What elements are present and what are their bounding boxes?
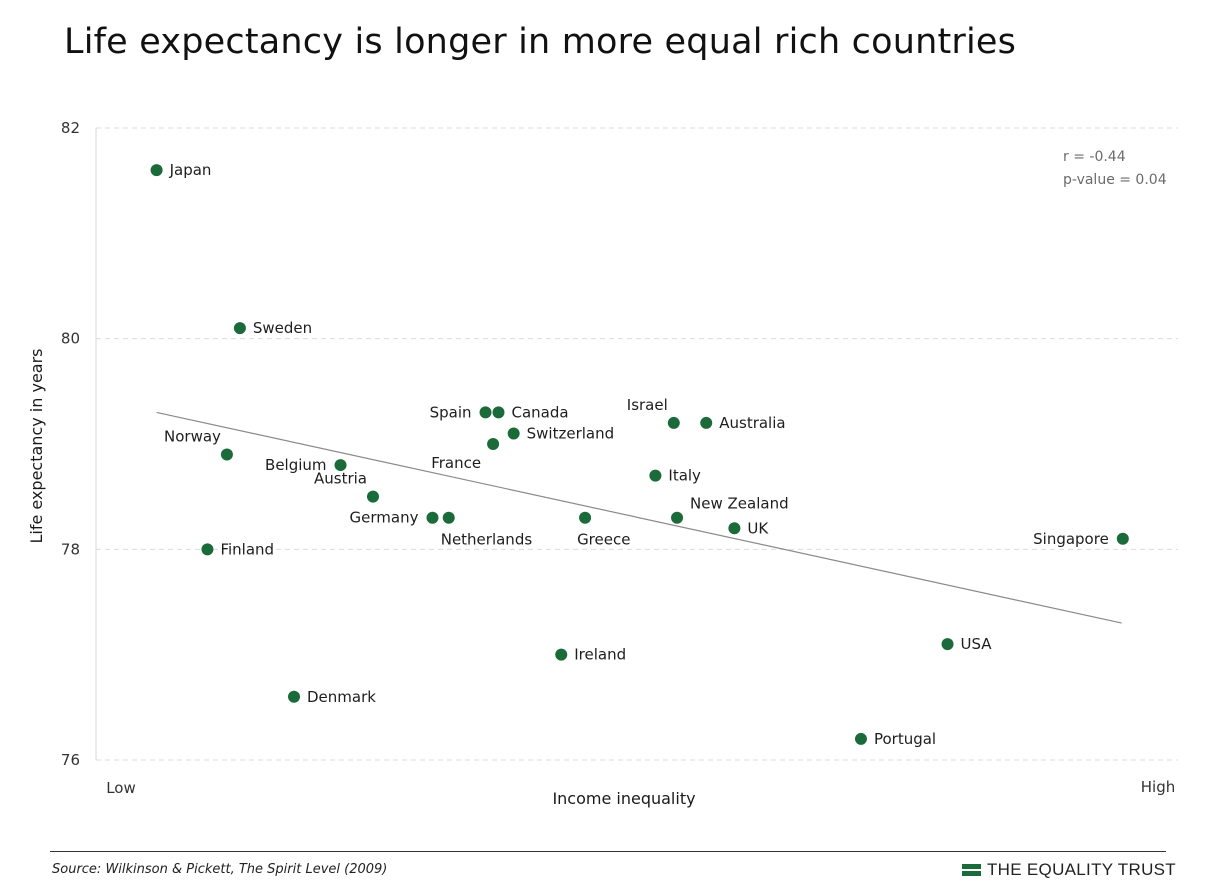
data-points: JapanSwedenNorwayFinlandDenmarkBelgiumAu… <box>150 161 1129 748</box>
y-axis-ticks: 76 78 80 82 <box>61 119 80 769</box>
label-denmark: Denmark <box>307 688 376 706</box>
y-tick-80: 80 <box>61 330 80 348</box>
label-spain: Spain <box>430 403 472 421</box>
label-belgium: Belgium <box>265 456 327 474</box>
chart-title: Life expectancy is longer in more equal … <box>64 22 1017 62</box>
x-axis-high-label: High <box>1141 778 1175 796</box>
footer-divider <box>50 851 1166 852</box>
point-finland <box>201 543 214 556</box>
point-australia <box>700 416 713 429</box>
label-uk: UK <box>747 519 769 537</box>
label-new-zealand: New Zealand <box>690 495 789 513</box>
label-greece: Greece <box>577 531 630 549</box>
gridlines <box>96 127 1178 761</box>
source-note: Source: Wilkinson & Pickett, The Spirit … <box>52 862 388 877</box>
label-usa: USA <box>961 635 993 653</box>
label-france: France <box>431 454 481 472</box>
point-norway <box>220 448 233 461</box>
correlation-stats: r = -0.44 p-value = 0.04 <box>1063 149 1167 188</box>
label-italy: Italy <box>668 467 701 485</box>
y-tick-76: 76 <box>61 751 80 769</box>
label-sweden: Sweden <box>253 319 312 337</box>
stat-annotation-1: p-value = 0.04 <box>1063 172 1167 188</box>
brand-name: THE EQUALITY TRUST <box>987 860 1176 879</box>
point-sweden <box>233 322 246 335</box>
point-greece <box>579 511 592 524</box>
label-netherlands: Netherlands <box>441 531 533 549</box>
point-ireland <box>555 648 568 661</box>
label-portugal: Portugal <box>874 730 936 748</box>
point-israel <box>667 416 680 429</box>
label-austria: Austria <box>314 470 367 488</box>
label-japan: Japan <box>169 161 212 179</box>
point-germany <box>426 511 439 524</box>
stat-annotation-0: r = -0.44 <box>1063 149 1126 165</box>
label-ireland: Ireland <box>574 646 626 664</box>
y-tick-82: 82 <box>61 119 80 137</box>
point-belgium <box>334 459 347 472</box>
label-norway: Norway <box>164 428 221 446</box>
label-singapore: Singapore <box>1033 530 1109 548</box>
point-spain <box>479 406 492 419</box>
point-usa <box>941 638 954 651</box>
point-netherlands <box>442 511 455 524</box>
point-france <box>487 438 500 450</box>
point-denmark <box>288 690 301 703</box>
label-israel: Israel <box>627 396 668 414</box>
label-canada: Canada <box>512 403 569 421</box>
label-finland: Finland <box>220 540 274 558</box>
label-germany: Germany <box>350 509 419 527</box>
point-new-zealand <box>671 511 684 524</box>
point-switzerland <box>507 427 520 440</box>
point-canada <box>492 406 505 419</box>
x-axis-low-label: Low <box>106 779 136 797</box>
trend-line <box>156 411 1122 624</box>
label-australia: Australia <box>719 414 785 432</box>
y-tick-78: 78 <box>61 540 80 558</box>
point-portugal <box>854 732 867 745</box>
y-axis-title: Life expectancy in years <box>27 348 46 543</box>
label-switzerland: Switzerland <box>527 424 615 442</box>
point-japan <box>150 164 163 177</box>
point-singapore <box>1116 532 1129 545</box>
brand-logo: THE EQUALITY TRUST <box>962 860 1176 880</box>
point-austria <box>366 490 379 503</box>
point-italy <box>649 469 662 482</box>
point-uk <box>728 522 741 535</box>
equals-bars-icon <box>962 863 981 877</box>
x-axis-title: Income inequality <box>552 789 695 808</box>
